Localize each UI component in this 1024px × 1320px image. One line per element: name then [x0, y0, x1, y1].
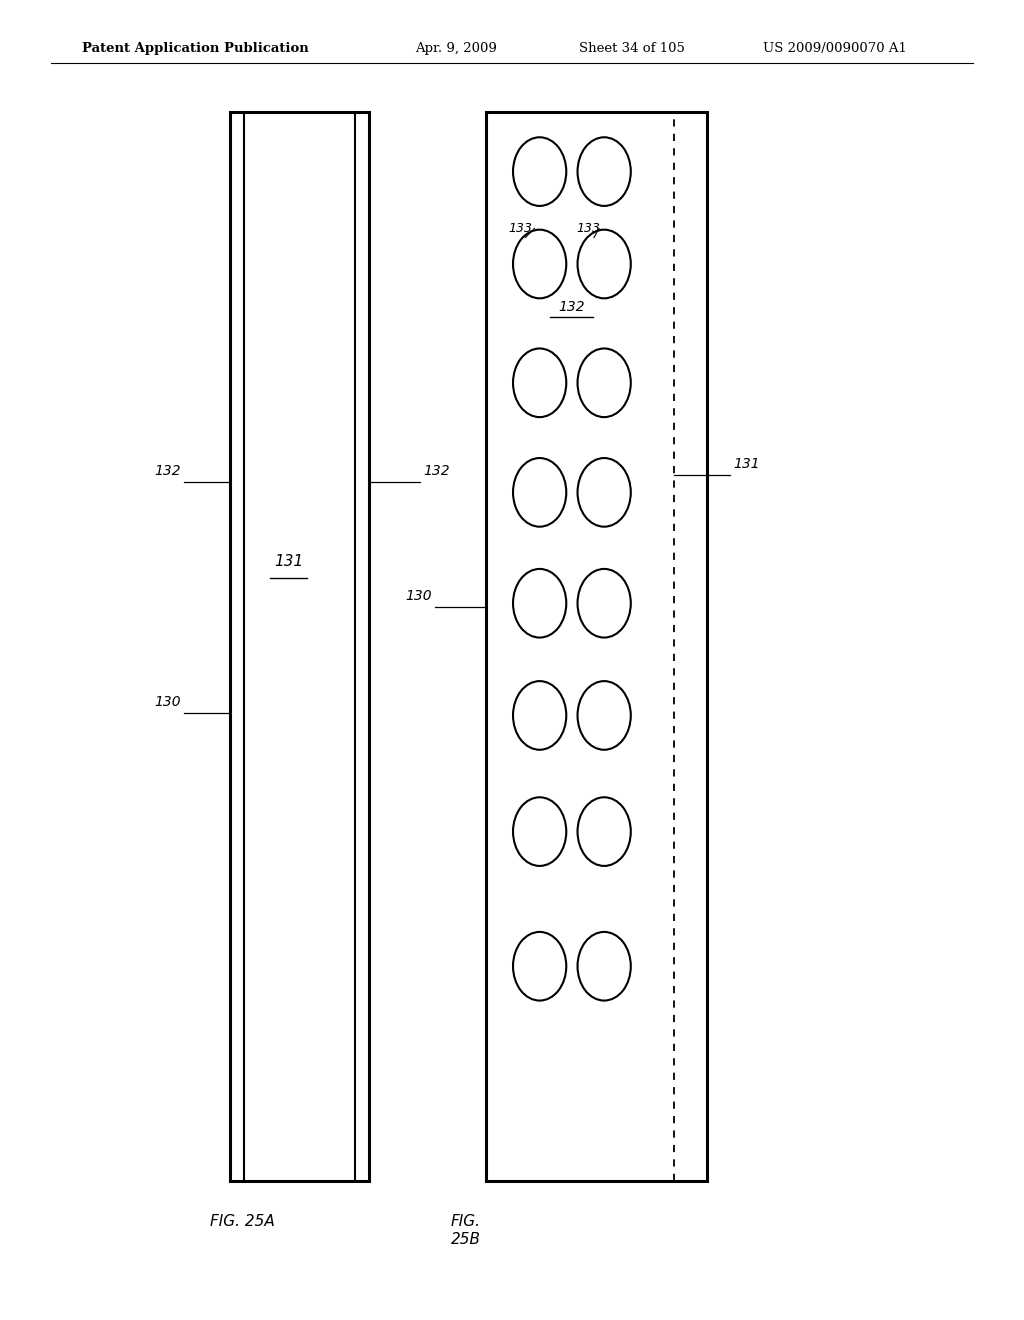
Text: 133: 133 — [577, 222, 600, 235]
Ellipse shape — [513, 137, 566, 206]
Text: 133: 133 — [508, 222, 531, 235]
Text: 132: 132 — [558, 300, 585, 314]
Text: 130: 130 — [155, 694, 181, 709]
Ellipse shape — [578, 137, 631, 206]
Text: US 2009/0090070 A1: US 2009/0090070 A1 — [763, 42, 907, 55]
Ellipse shape — [513, 681, 566, 750]
Ellipse shape — [578, 932, 631, 1001]
Ellipse shape — [578, 458, 631, 527]
Text: 130: 130 — [406, 589, 432, 603]
Ellipse shape — [513, 230, 566, 298]
Ellipse shape — [513, 797, 566, 866]
Bar — [486, 112, 707, 1181]
Text: Sheet 34 of 105: Sheet 34 of 105 — [579, 42, 684, 55]
Text: 131: 131 — [273, 553, 303, 569]
Ellipse shape — [578, 797, 631, 866]
Ellipse shape — [513, 458, 566, 527]
Text: Patent Application Publication: Patent Application Publication — [82, 42, 308, 55]
Ellipse shape — [578, 681, 631, 750]
Ellipse shape — [513, 932, 566, 1001]
Text: Apr. 9, 2009: Apr. 9, 2009 — [415, 42, 497, 55]
Text: 132: 132 — [155, 463, 181, 478]
Ellipse shape — [578, 569, 631, 638]
Text: FIG.
25B: FIG. 25B — [451, 1214, 480, 1247]
Ellipse shape — [513, 569, 566, 638]
Ellipse shape — [578, 348, 631, 417]
Text: FIG. 25A: FIG. 25A — [210, 1214, 274, 1229]
Ellipse shape — [513, 348, 566, 417]
Ellipse shape — [578, 230, 631, 298]
Text: 132: 132 — [423, 463, 450, 478]
Text: 131: 131 — [733, 457, 760, 471]
Bar — [230, 112, 369, 1181]
